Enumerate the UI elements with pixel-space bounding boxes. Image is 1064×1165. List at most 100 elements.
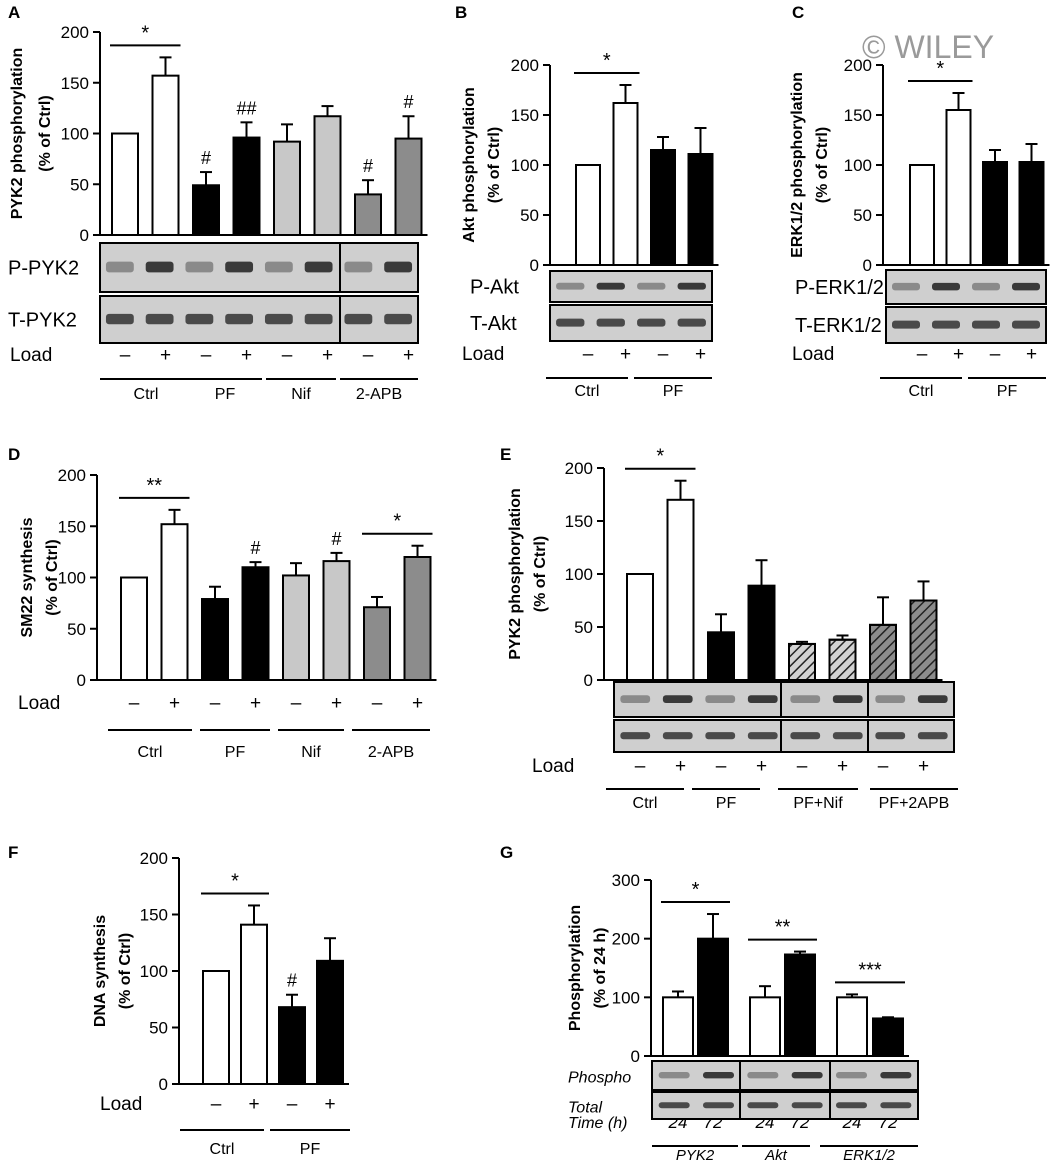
y-tick-label: 200 xyxy=(58,466,86,485)
blot-band xyxy=(384,261,413,273)
group-label: Ctrl xyxy=(909,383,934,400)
significance-mark: # xyxy=(250,538,260,558)
panel-f: F 0 50 100 150 200 DNA synthesis (% of Ctrl) – + #… xyxy=(8,843,350,1158)
group-label: 2-APB xyxy=(368,744,414,761)
y-tick-label: 100 xyxy=(565,565,593,584)
bar xyxy=(282,574,310,682)
blot-band xyxy=(344,261,373,273)
panel-a: A 0 50 100 150 200 PYK2 phosphorylation (% of C… xyxy=(8,3,428,403)
y-tick-label: 50 xyxy=(67,620,86,639)
y-axis-label: (% of Ctrl) xyxy=(486,127,503,203)
blot-band xyxy=(105,313,134,325)
blot-band xyxy=(304,261,333,273)
blot-row-label: P-Akt xyxy=(470,277,519,299)
blot-row-label: P-ERK1/2 xyxy=(795,277,884,299)
blot-band xyxy=(932,282,960,291)
load-sign: – xyxy=(129,693,140,714)
bar xyxy=(982,161,1008,266)
blot-band xyxy=(917,732,948,740)
panel-letter: D xyxy=(8,445,20,464)
group-label: PF xyxy=(663,383,684,400)
load-sign: + xyxy=(412,693,423,714)
load-sign: + xyxy=(322,345,333,366)
blot-band xyxy=(620,732,651,740)
blot-band xyxy=(747,732,778,740)
load-label: Load xyxy=(100,1094,142,1115)
y-tick-label: 150 xyxy=(565,512,593,531)
panel-letter: B xyxy=(455,3,467,22)
y-tick-label: 0 xyxy=(530,256,539,275)
y-tick-label: 150 xyxy=(511,106,539,125)
blot-strip xyxy=(651,1091,919,1120)
y-tick-label: 0 xyxy=(80,226,89,245)
y-tick-label: 0 xyxy=(584,671,593,690)
bar xyxy=(151,74,180,236)
blot-band xyxy=(972,282,1000,291)
blot-row-label: Phospho xyxy=(568,1070,631,1087)
blot-band xyxy=(637,318,666,327)
panel-letter: E xyxy=(500,445,511,464)
bar xyxy=(322,560,351,681)
bar xyxy=(749,996,781,1057)
y-tick-label: 300 xyxy=(612,871,640,890)
load-sign: + xyxy=(403,345,414,366)
group-label: Ctrl xyxy=(210,1141,235,1158)
y-tick-label: 200 xyxy=(61,23,89,42)
panel-letter: F xyxy=(8,843,18,862)
blot-band xyxy=(832,695,863,703)
blot-band xyxy=(835,1072,868,1079)
bar xyxy=(354,193,382,236)
bar xyxy=(626,573,654,681)
bar xyxy=(784,953,816,1057)
blot-band xyxy=(790,732,821,740)
blot-band xyxy=(880,1072,912,1079)
blot-band xyxy=(1012,320,1040,329)
bar xyxy=(945,109,972,266)
significance-label: ** xyxy=(146,475,162,497)
y-axis-label: PYK2 phosphorylation xyxy=(9,48,26,220)
y-tick-label: 100 xyxy=(511,156,539,175)
load-sign: + xyxy=(160,345,171,366)
load-sign: – xyxy=(210,693,221,714)
blot-row-label: P-PYK2 xyxy=(8,258,79,280)
bar xyxy=(313,115,342,236)
blot-band xyxy=(556,318,585,327)
blot-band xyxy=(835,1102,868,1109)
load-sign: + xyxy=(837,756,848,777)
blot-band xyxy=(880,1102,912,1109)
group-label: PF xyxy=(997,383,1018,400)
y-axis-label: PYK2 phosphorylation xyxy=(507,488,524,660)
bar xyxy=(687,153,714,266)
blot-band xyxy=(832,732,863,740)
y-axis-label: (% of Ctrl) xyxy=(37,95,54,171)
bar xyxy=(201,598,229,682)
significance-mark: # xyxy=(287,971,297,991)
y-tick-label: 0 xyxy=(159,1075,168,1094)
group-label: PYK2 xyxy=(676,1147,715,1164)
group-label: PF xyxy=(716,795,737,812)
blot-band xyxy=(596,318,625,327)
significance-mark: ## xyxy=(236,98,256,118)
group-label: PF+2APB xyxy=(879,795,950,812)
significance-label: *** xyxy=(858,959,882,981)
blot-band xyxy=(145,313,174,325)
blot-band xyxy=(596,282,625,290)
y-tick-label: 0 xyxy=(631,1047,640,1066)
group-label: PF xyxy=(215,386,236,403)
load-sign: – xyxy=(635,756,646,777)
group-label: Akt xyxy=(764,1147,788,1164)
blot-band xyxy=(705,732,736,740)
y-tick-label: 200 xyxy=(612,930,640,949)
panel-letter: G xyxy=(500,843,513,862)
bar-hatch xyxy=(869,623,897,682)
blot-band xyxy=(702,1102,735,1109)
load-sign: + xyxy=(675,756,686,777)
y-tick-label: 100 xyxy=(844,156,872,175)
bar xyxy=(403,556,432,681)
watermark: © WILEY xyxy=(862,29,994,65)
load-sign: – xyxy=(363,345,374,366)
load-sign: + xyxy=(324,1094,335,1115)
blot-band xyxy=(145,261,174,273)
y-tick-label: 200 xyxy=(140,849,168,868)
